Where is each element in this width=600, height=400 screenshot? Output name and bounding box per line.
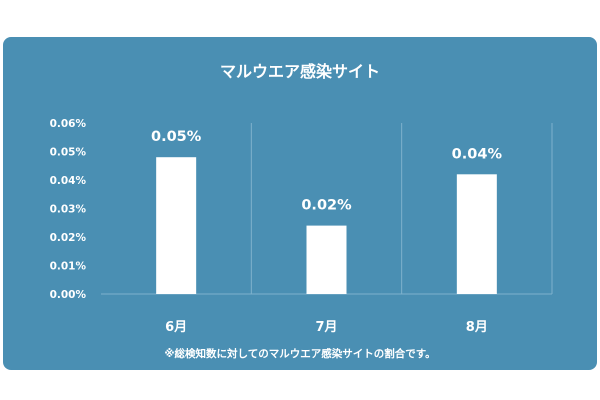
y-tick-label: 0.06% [50, 118, 87, 130]
data-label: 0.04% [452, 146, 503, 162]
y-tick-label: 0.00% [50, 289, 87, 301]
chart-title: マルウエア感染サイト [220, 62, 380, 81]
chart-card [3, 37, 597, 370]
bars [156, 157, 497, 294]
x-tick-label: 6月 [165, 320, 187, 335]
bar [456, 174, 497, 294]
y-tick-label: 0.02% [50, 232, 87, 244]
x-axis-ticks: 6月 7月 8月 [165, 320, 488, 335]
y-tick-label: 0.05% [50, 147, 87, 159]
y-axis-ticks: 0.00% 0.01% 0.02% 0.03% 0.04% 0.05% 0.06% [50, 118, 87, 301]
data-labels: 0.05% 0.02% 0.04% [151, 129, 502, 213]
chart-footnote: ※総検知数に対してのマルウエア感染サイトの割合です。 [164, 347, 435, 360]
bar [306, 225, 347, 294]
y-tick-label: 0.01% [50, 261, 87, 273]
grid-lines [250, 123, 553, 294]
x-tick-label: 8月 [466, 320, 488, 335]
data-label: 0.05% [151, 129, 202, 145]
y-tick-label: 0.03% [50, 204, 87, 216]
x-tick-label: 7月 [315, 320, 337, 335]
bar [156, 157, 197, 294]
data-label: 0.02% [301, 198, 352, 214]
y-tick-label: 0.04% [50, 175, 87, 187]
